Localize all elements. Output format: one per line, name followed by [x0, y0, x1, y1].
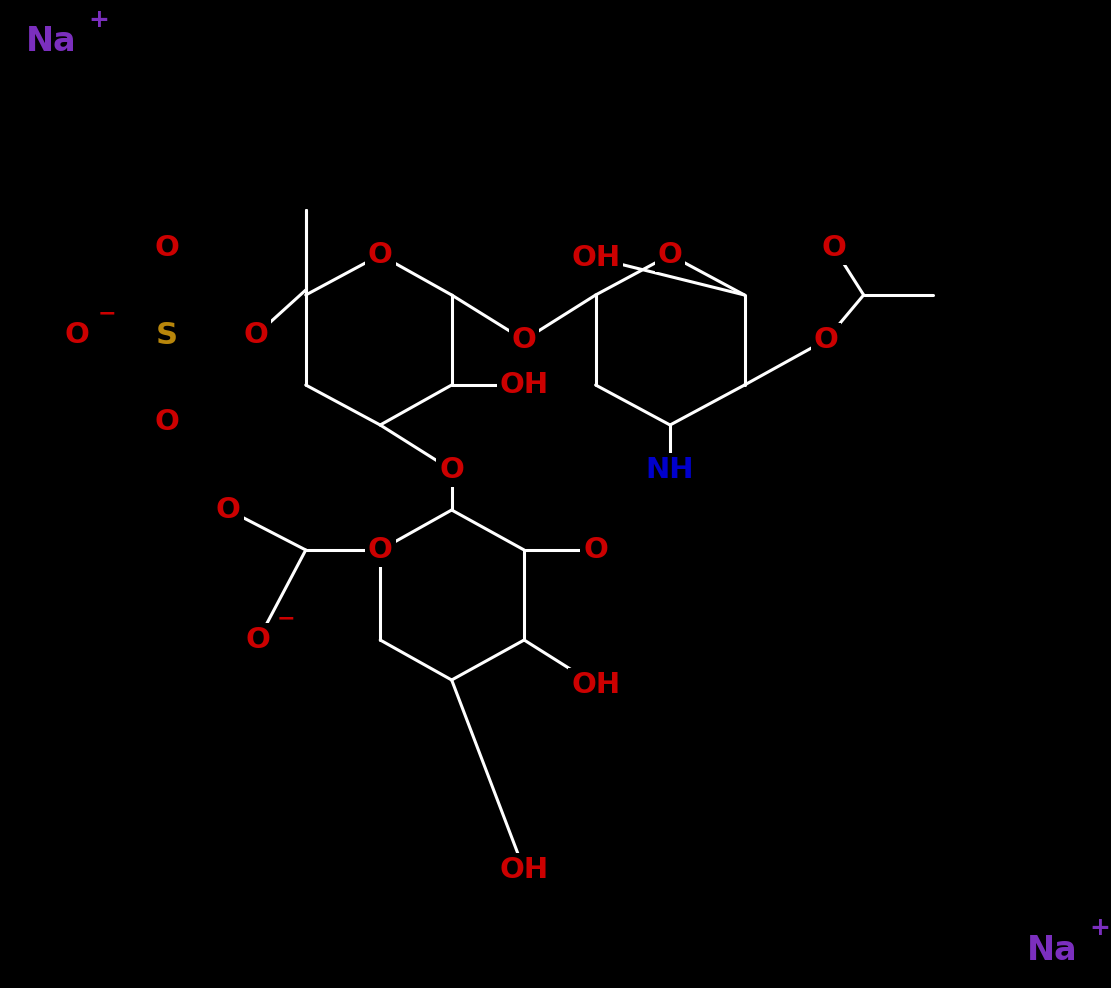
Text: +: +	[89, 8, 110, 32]
Text: O: O	[216, 496, 241, 524]
Text: O: O	[64, 321, 90, 349]
Text: −: −	[277, 608, 296, 628]
Text: Na: Na	[27, 26, 77, 58]
Text: O: O	[243, 321, 269, 349]
Text: O: O	[821, 234, 847, 262]
Text: O: O	[368, 241, 392, 269]
Text: O: O	[583, 536, 608, 564]
Text: OH: OH	[571, 671, 620, 699]
Text: OH: OH	[500, 371, 549, 399]
Text: O: O	[368, 536, 392, 564]
Text: O: O	[512, 326, 537, 354]
Text: OH: OH	[571, 244, 620, 272]
Text: O: O	[439, 456, 464, 484]
Text: O: O	[154, 408, 179, 436]
Text: −: −	[98, 303, 117, 323]
Text: O: O	[813, 326, 839, 354]
Text: O: O	[658, 241, 682, 269]
Text: O: O	[246, 626, 271, 654]
Text: S: S	[156, 320, 178, 350]
Text: NH: NH	[645, 456, 694, 484]
Text: Na: Na	[1027, 934, 1078, 966]
Text: +: +	[1090, 916, 1110, 940]
Text: O: O	[154, 234, 179, 262]
Text: OH: OH	[500, 856, 549, 884]
